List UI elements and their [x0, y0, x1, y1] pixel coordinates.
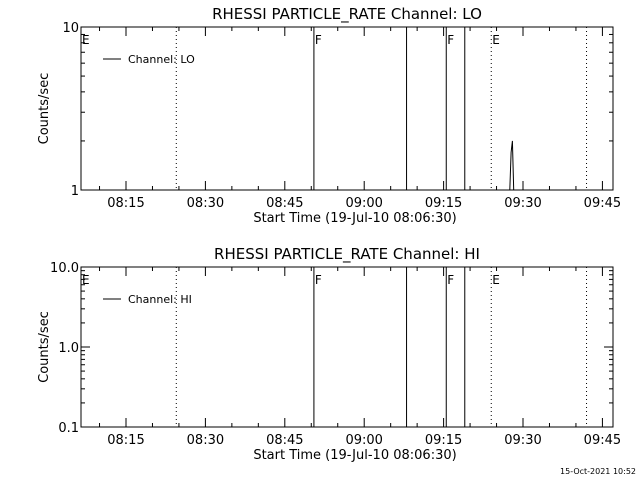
y-tick-label: 0.1 [58, 421, 79, 436]
x-tick-label: 09:15 [425, 196, 462, 211]
x-tick-label: 08:30 [187, 196, 224, 211]
x-tick-label: 09:45 [584, 433, 621, 448]
y-tick-label: 1.0 [58, 341, 79, 356]
x-tick-label: 09:00 [345, 433, 382, 448]
y-tick-label: 10.0 [50, 261, 79, 276]
x-tick-label: 09:30 [504, 196, 541, 211]
event-flag: E [82, 273, 90, 287]
plot-frame [80, 266, 614, 428]
timestamp-label: 15-Oct-2021 10:52 [560, 467, 636, 476]
legend-entry: Channel: HI [128, 293, 192, 306]
y-axis-label: Counts/sec [37, 311, 52, 383]
x-tick-label: 09:15 [425, 433, 462, 448]
x-tick-label: 08:15 [107, 196, 144, 211]
y-axis-label: Counts/sec [37, 73, 52, 145]
series-line [509, 140, 515, 191]
event-flag: E [82, 33, 90, 47]
chart-title: RHESSI PARTICLE_RATE Channel: LO [212, 5, 482, 24]
x-tick-label: 08:15 [107, 433, 144, 448]
x-axis-label: Start Time (19-Jul-10 08:06:30) [253, 211, 456, 226]
x-tick-label: 09:45 [584, 196, 621, 211]
chart-panel-hi: RHESSI PARTICLE_RATE Channel: HI Counts/s… [37, 245, 621, 463]
x-tick-label: 08:45 [266, 196, 303, 211]
event-flag: E [492, 273, 500, 287]
x-tick-label: 08:30 [187, 433, 224, 448]
event-flag: F [447, 273, 454, 287]
x-tick-label: 08:45 [266, 433, 303, 448]
plot-frame [80, 26, 614, 191]
x-tick-label: 09:00 [345, 196, 382, 211]
x-axis-label: Start Time (19-Jul-10 08:06:30) [253, 448, 456, 463]
event-flag: F [315, 273, 322, 287]
chart-panel-lo: RHESSI PARTICLE_RATE Channel: LO Counts/s… [37, 5, 621, 226]
y-tick-label: 1 [71, 184, 79, 199]
legend-entry: Channel: LO [128, 53, 195, 66]
y-tick-label: 10 [62, 21, 79, 36]
chart-title: RHESSI PARTICLE_RATE Channel: HI [214, 245, 480, 264]
event-flag: F [447, 33, 454, 47]
event-flag: F [315, 33, 322, 47]
event-flag: E [492, 33, 500, 47]
x-tick-label: 09:30 [504, 433, 541, 448]
